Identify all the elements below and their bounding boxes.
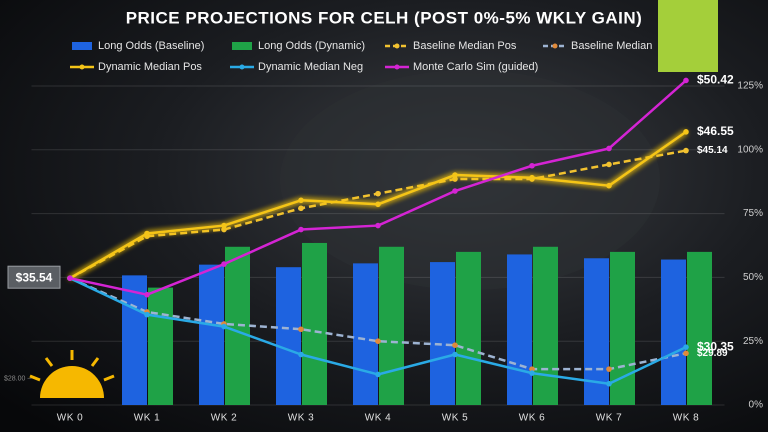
line-marker	[452, 172, 458, 178]
series-line	[69, 277, 687, 371]
line-marker	[683, 350, 689, 357]
line-marker	[606, 380, 612, 387]
line-marker	[529, 370, 535, 376]
line-marker	[144, 230, 150, 237]
legend-label: Dynamic Median Pos	[98, 61, 202, 73]
y-tick-label: 50%	[743, 272, 763, 283]
line-marker	[375, 201, 381, 208]
bar	[379, 246, 404, 405]
bar	[687, 251, 712, 405]
sun-icon	[29, 350, 115, 398]
x-tick-label: WK 2	[211, 413, 237, 424]
line-marker	[375, 338, 381, 345]
line-marker	[529, 174, 535, 181]
line-marker	[452, 351, 458, 358]
x-tick-label: WK 6	[519, 413, 545, 424]
legend-marker	[552, 43, 558, 49]
y2-tick-label: $28.00	[4, 375, 26, 382]
bar	[661, 259, 686, 405]
line-marker	[529, 366, 535, 372]
y-tick-label: 75%	[743, 208, 763, 219]
line-marker	[298, 205, 304, 212]
value-label: $35.54	[16, 270, 53, 284]
chart-title: PRICE PROJECTIONS FOR CELH (POST 0%-5% W…	[126, 8, 643, 27]
bar	[225, 246, 250, 405]
line-marker	[683, 129, 689, 135]
legend-label: Monte Carlo Sim (guided)	[413, 61, 538, 73]
bar	[276, 267, 301, 405]
x-tick-label: WK 1	[134, 413, 160, 424]
line-marker	[452, 342, 458, 348]
bar	[533, 246, 558, 405]
line-marker	[683, 77, 689, 84]
line-marker	[298, 197, 304, 204]
line-marker	[375, 190, 381, 197]
bar	[456, 251, 481, 405]
value-label: $46.55	[697, 124, 734, 138]
line-marker	[144, 291, 150, 298]
line-marker	[683, 344, 689, 350]
bar	[122, 275, 147, 405]
bar	[610, 251, 635, 405]
bull-silhouette	[280, 70, 660, 290]
line-marker	[683, 147, 689, 154]
y-tick-label: 125%	[737, 81, 763, 92]
y-tick-label: 0%	[749, 400, 764, 411]
value-label-box	[7, 265, 61, 289]
bar	[353, 263, 378, 405]
line-marker	[606, 145, 612, 152]
line-marker	[144, 311, 150, 318]
line-marker	[375, 222, 381, 229]
line-marker	[375, 371, 381, 378]
x-tick-label: WK 5	[442, 413, 468, 424]
line-marker	[221, 261, 227, 267]
value-label: $50.42	[697, 73, 734, 87]
x-tick-label: WK 8	[673, 413, 699, 424]
line-marker	[221, 323, 227, 330]
y-tick-label: 25%	[743, 336, 763, 347]
legend-label: Baseline Median	[571, 40, 652, 52]
value-label: $45.14	[697, 145, 728, 156]
line-marker	[529, 162, 535, 169]
legend-marker	[394, 64, 400, 70]
bar	[507, 254, 532, 405]
value-label: $29.89	[697, 348, 728, 359]
x-tick-label: WK 0	[57, 413, 83, 424]
legend-label: Baseline Median Pos	[413, 40, 517, 52]
accent-block	[658, 0, 718, 72]
legend-marker	[79, 64, 85, 70]
legend-label: Dynamic Median Neg	[258, 61, 363, 73]
bar	[199, 264, 224, 405]
y-tick-label: 100%	[737, 144, 763, 155]
line-marker	[67, 275, 73, 281]
line-marker	[298, 326, 304, 333]
line-marker	[452, 176, 458, 182]
line-marker	[298, 351, 304, 358]
line-marker	[221, 222, 227, 229]
legend-label: Long Odds (Dynamic)	[258, 40, 365, 52]
legend-marker	[239, 64, 245, 70]
x-tick-label: WK 3	[288, 413, 314, 424]
legend-swatch	[72, 42, 92, 50]
line-marker	[606, 161, 612, 168]
bar	[148, 287, 173, 405]
line-marker	[606, 366, 612, 372]
value-label: $30.35	[697, 339, 734, 353]
line-marker	[452, 188, 458, 194]
x-tick-label: WK 7	[596, 413, 622, 424]
series-line-group	[69, 277, 687, 371]
x-tick-label: WK 4	[365, 413, 391, 424]
bar	[430, 262, 455, 405]
line-marker	[606, 182, 612, 189]
legend-label: Long Odds (Baseline)	[98, 40, 204, 52]
bar	[302, 242, 327, 405]
line-marker	[298, 226, 304, 233]
line-marker	[221, 226, 227, 233]
legend-marker	[394, 43, 400, 49]
legend-swatch	[232, 42, 252, 50]
